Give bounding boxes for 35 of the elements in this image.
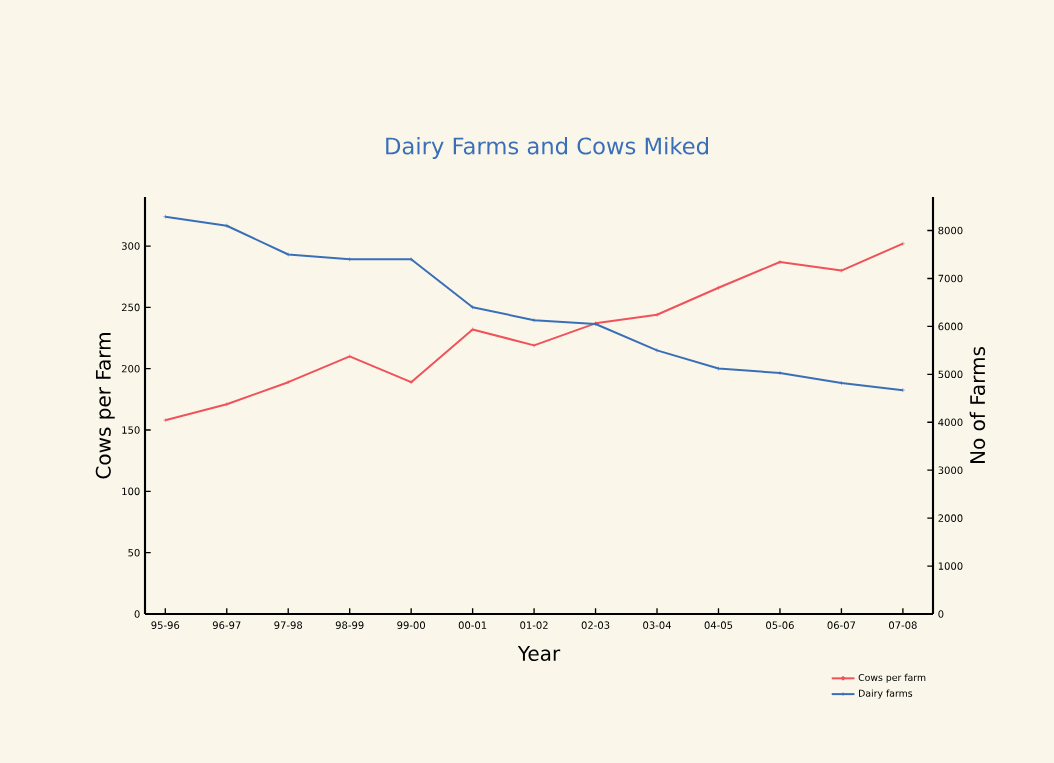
x-axis-title: Year bbox=[517, 646, 561, 661]
y2-tick-label: 6000 bbox=[938, 322, 963, 331]
y2-tick-label: 2000 bbox=[938, 514, 963, 522]
x-tick-label: 04-05 bbox=[704, 621, 733, 629]
x-tick-label: 97-98 bbox=[274, 621, 303, 629]
x-tick-label: 06-07 bbox=[827, 621, 856, 629]
y-axis-title: Cows per Farm bbox=[95, 333, 115, 479]
legend-label: Dairy farms bbox=[859, 689, 913, 699]
y2-tick-label: 7000 bbox=[938, 274, 963, 283]
y-tick-label: 50 bbox=[128, 548, 140, 557]
x-tick-label: 95-96 bbox=[151, 621, 180, 629]
x-tick-label: 99-00 bbox=[397, 621, 425, 629]
y-tick-label: 250 bbox=[121, 303, 140, 312]
y2-tick-label: 8000 bbox=[938, 226, 963, 235]
y2-tick-label: 5000 bbox=[938, 370, 963, 379]
x-tick-label: 96-97 bbox=[212, 621, 241, 629]
y-tick-label: 150 bbox=[122, 426, 140, 434]
x-tick-label: 05-06 bbox=[766, 621, 794, 629]
x-tick-label: 98-99 bbox=[335, 621, 364, 629]
y2-axis-title: No of Farms bbox=[969, 347, 986, 463]
y-tick-label: 300 bbox=[121, 242, 140, 250]
y2-tick-label: 0 bbox=[938, 610, 944, 618]
x-tick-label: 00-01 bbox=[458, 621, 487, 629]
chart-title: Dairy Farms and Cows Miked bbox=[386, 137, 708, 159]
x-tick-label: 03-04 bbox=[643, 621, 671, 629]
x-tick-label: 02-03 bbox=[581, 621, 610, 629]
x-tick-label: 01-02 bbox=[520, 621, 548, 629]
y-tick-label: 100 bbox=[122, 487, 140, 496]
y-tick-label: 200 bbox=[121, 364, 140, 373]
y2-tick-label: 1000 bbox=[938, 562, 963, 570]
y2-tick-label: 3000 bbox=[938, 466, 963, 474]
x-tick-label: 07-08 bbox=[889, 621, 917, 629]
y-tick-label: 0 bbox=[134, 610, 140, 618]
y2-tick-label: 4000 bbox=[938, 418, 963, 427]
legend-label: Cows per farm bbox=[858, 673, 926, 683]
